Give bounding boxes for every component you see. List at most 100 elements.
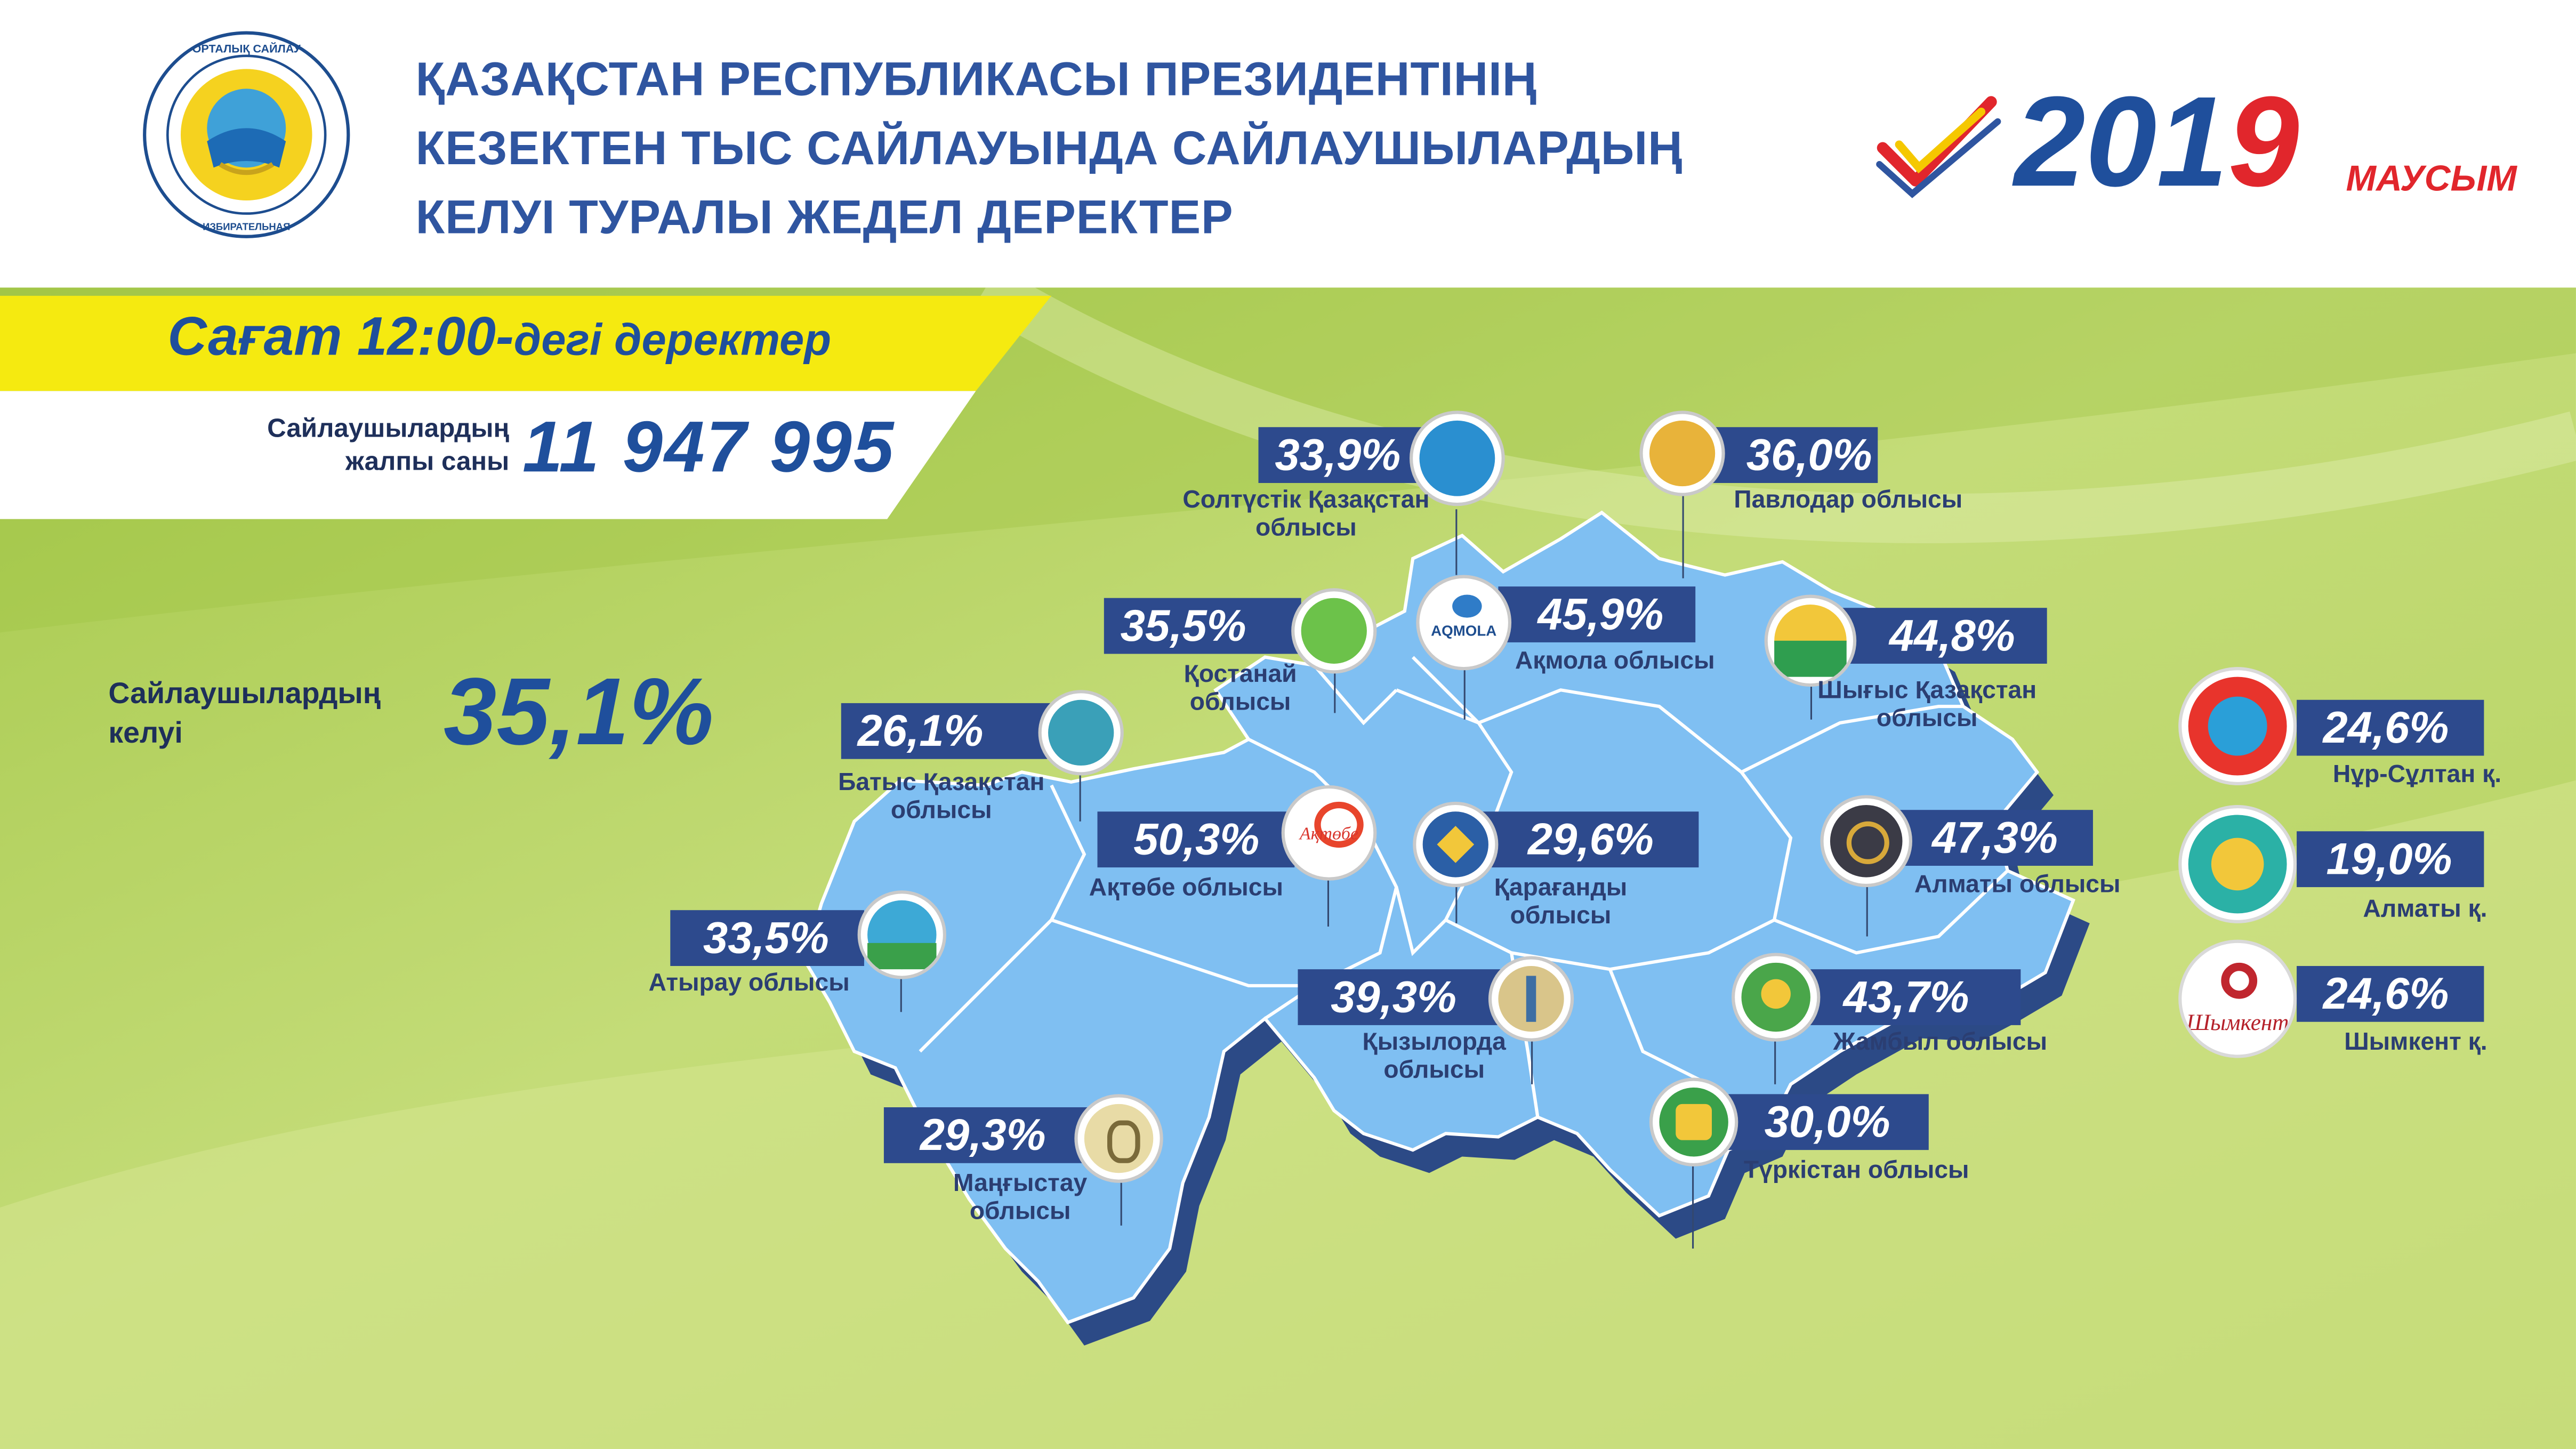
region-turkistan-pct: 30,0% [1708, 1094, 1929, 1150]
data-time-suffix: дегі деректер [513, 315, 832, 365]
data-time-main: Сағат 12:00- [167, 305, 514, 367]
kostanay-emblem-icon [1291, 588, 1377, 674]
city-shymkent-label: Шымкент қ. [2344, 1028, 2488, 1057]
total-voters-label-line-1: Сайлаушылардың [267, 415, 510, 444]
akmola-emblem-text: AQMOLA [1431, 622, 1497, 639]
kyzylorda-leader [1531, 1041, 1533, 1084]
region-west-kazakhstan-label-line-2: облысы [890, 796, 992, 825]
region-north-kazakhstan-label-line-1: Солтүстік Қазақстан [1182, 486, 1430, 514]
region-aktobe-label: Ақтөбе облысы [1089, 874, 1283, 902]
region-karaganda-pct: 29,6% [1478, 811, 1699, 868]
aktobe-emblem-text: Ақтөбе [1299, 824, 1359, 844]
turkistan-leader [1692, 1166, 1694, 1249]
shymkent-emblem-icon: Шымкент [2178, 939, 2297, 1058]
region-west-kazakhstan-label-line-1: Батыс Қазақстан [838, 769, 1045, 797]
region-mangystau-pct: 29,3% [883, 1107, 1094, 1163]
region-east-kazakhstan-pct: 44,8% [1837, 608, 2047, 664]
aktobe-leader [1327, 880, 1330, 927]
region-karaganda-label-line-1: Қарағанды [1494, 874, 1628, 902]
year-prefix: 201 [2014, 69, 2228, 214]
region-karaganda-label-line-2: облысы [1510, 901, 1612, 930]
svg-text:ОРТАЛЫҚ САЙЛАУ: ОРТАЛЫҚ САЙЛАУ [192, 42, 301, 55]
region-east-kazakhstan-label: Шығыс Қазақстан облысы [1804, 677, 2050, 733]
city-nur-sultan-pct: 24,6% [2297, 699, 2484, 756]
shymkent-emblem-text: Шымкент [2186, 1012, 2289, 1037]
month-label: МАУСЫМ [2346, 157, 2517, 199]
turnout-label-line-2: келуі [108, 716, 183, 750]
region-karaganda-label: Қарағанды облысы [1462, 874, 1660, 930]
region-atyrau-pct: 33,5% [670, 910, 864, 966]
mangystau-leader [1120, 1182, 1122, 1226]
region-kostanay-label: Қостанай облысы [1150, 661, 1331, 717]
region-aktobe-pct: 50,3% [1097, 811, 1295, 868]
east-kazakhstan-leader [1810, 687, 1813, 720]
region-pavlodar-label: Павлодар облысы [1734, 486, 1963, 514]
region-turkistan-label: Түркістан облысы [1743, 1156, 1969, 1185]
election-commission-logo: ОРТАЛЫҚ САЙЛАУ ИЗБИРАТЕЛЬНАЯ [143, 31, 350, 238]
svg-text:ИЗБИРАТЕЛЬНАЯ: ИЗБИРАТЕЛЬНАЯ [203, 221, 290, 232]
region-almaty-region-label: Алматы облысы [1914, 871, 2121, 899]
turkistan-emblem-icon [1649, 1077, 1738, 1166]
region-kostanay-pct: 35,5% [1104, 598, 1301, 654]
region-east-kazakhstan-label-line-1: Шығыс Қазақстан [1817, 677, 2037, 705]
turnout-label-line-1: Сайлаушылардың [108, 677, 381, 710]
voters-banner-background [0, 391, 976, 519]
atyrau-emblem-icon [857, 890, 947, 979]
total-voters-value: 11 947 995 [522, 407, 896, 488]
zhambyl-leader [1774, 1041, 1776, 1084]
region-mangystau-label: Маңғыстау облысы [930, 1170, 1110, 1226]
north-kazakhstan-leader [1455, 509, 1458, 575]
atyrau-leader [900, 979, 902, 1012]
kyzylorda-emblem-icon [1488, 956, 1574, 1042]
nur-sultan-emblem-icon [2178, 667, 2297, 786]
title-line-3: КЕЛУІ ТУРАЛЫ ЖЕДЕЛ ДЕРЕКТЕР [415, 192, 1234, 245]
region-kostanay-label-line-2: облысы [1189, 688, 1291, 717]
turnout-value: 35,1% [444, 658, 714, 766]
karaganda-emblem-icon [1413, 801, 1499, 888]
city-almaty-city-pct: 19,0% [2297, 831, 2484, 888]
year-label: 2019 [2014, 76, 2299, 207]
region-zhambyl-pct: 43,7% [1807, 969, 2021, 1025]
region-north-kazakhstan-label-line-2: облысы [1255, 514, 1357, 542]
west-kazakhstan-emblem-icon [1038, 690, 1124, 776]
page-title: ҚАЗАҚСТАН РЕСПУБЛИКАСЫ ПРЕЗИДЕНТІНІҢ КЕЗ… [416, 46, 1894, 253]
mangystau-emblem-icon [1074, 1094, 1163, 1183]
city-almaty-city-label: Алматы қ. [2363, 895, 2488, 923]
city-shymkent-pct: 24,6% [2297, 965, 2484, 1022]
region-akmola-label: Ақмола облысы [1515, 647, 1715, 675]
zhambyl-emblem-icon [1732, 953, 1821, 1042]
city-nur-sultan-label: Нұр-Сұлтан қ. [2332, 760, 2502, 789]
time-banner-background [0, 295, 1052, 391]
region-zhambyl-label: Жамбыл облысы [1833, 1028, 2048, 1057]
title-line-2: КЕЗЕКТЕН ТЫС САЙЛАУЫНДА САЙЛАУШЫЛАРДЫҢ [415, 123, 1683, 176]
almaty-region-leader [1866, 887, 1868, 937]
year-last-digit: 9 [2228, 69, 2299, 214]
region-kostanay-label-line-1: Қостанай [1184, 660, 1297, 689]
almaty-region-emblem-icon [1820, 795, 1912, 888]
header-bar [0, 0, 2576, 288]
east-kazakhstan-emblem-icon [1764, 594, 1857, 687]
region-mangystau-label-line-2: облысы [969, 1197, 1071, 1226]
akmola-leader [1463, 670, 1466, 720]
region-kyzylorda-label-line-2: облысы [1383, 1056, 1485, 1084]
region-west-kazakhstan-label: Батыс Қазақстан облысы [818, 769, 1065, 825]
north-kazakhstan-emblem-icon [1410, 410, 1505, 506]
region-mangystau-label-line-1: Маңғыстау [953, 1170, 1088, 1198]
kostanay-leader [1334, 673, 1336, 713]
total-voters-label-line-2: жалпы саны [345, 448, 510, 477]
region-kyzylorda-label-line-1: Қызылорда [1362, 1028, 1506, 1057]
checkmark-icon [1876, 96, 2001, 198]
region-west-kazakhstan-pct: 26,1% [841, 703, 1052, 759]
almaty-city-emblem-icon [2178, 804, 2297, 923]
region-east-kazakhstan-label-line-2: облысы [1876, 705, 1978, 733]
region-almaty-region-pct: 47,3% [1889, 810, 2093, 866]
akmola-emblem-icon: AQMOLA [1416, 575, 1512, 671]
data-time-label: Сағат 12:00-дегі деректер [167, 305, 831, 368]
pavlodar-leader [1682, 496, 1684, 578]
west-kazakhstan-leader [1079, 775, 1081, 822]
region-atyrau-label: Атырау облысы [648, 969, 850, 997]
pavlodar-emblem-icon [1639, 410, 1725, 496]
title-line-1: ҚАЗАҚСТАН РЕСПУБЛИКАСЫ ПРЕЗИДЕНТІНІҢ [415, 54, 1537, 107]
region-akmola-pct: 45,9% [1498, 586, 1696, 642]
